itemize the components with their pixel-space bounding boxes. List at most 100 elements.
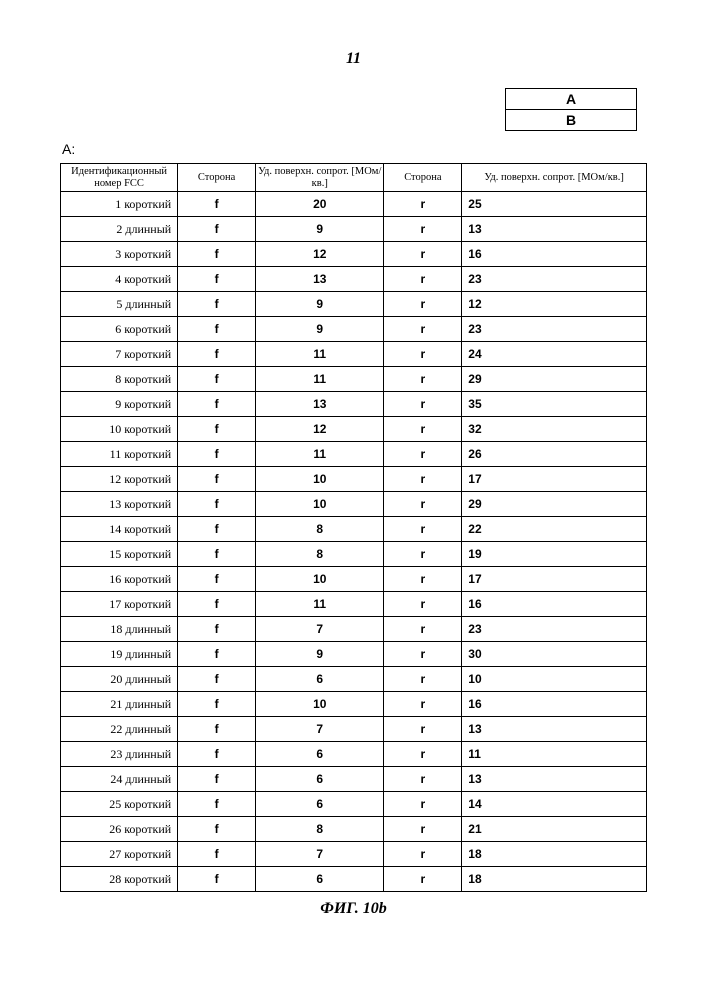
header-id: Идентификационный номер FCC: [61, 164, 178, 192]
cell-side-2: r: [384, 417, 462, 442]
cell-side-1: f: [178, 667, 256, 692]
cell-value-2: 32: [462, 417, 647, 442]
table-row: 25 короткийf6r14: [61, 792, 647, 817]
cell-side-1: f: [178, 242, 256, 267]
cell-id: 4 короткий: [61, 267, 178, 292]
cell-value-1: 9: [256, 292, 384, 317]
table-row: 10 короткийf12r32: [61, 417, 647, 442]
cell-value-2: 24: [462, 342, 647, 367]
cell-id: 2 длинный: [61, 217, 178, 242]
cell-value-1: 7: [256, 842, 384, 867]
cell-value-1: 6: [256, 867, 384, 892]
cell-value-1: 11: [256, 442, 384, 467]
cell-value-2: 11: [462, 742, 647, 767]
cell-id: 20 длинный: [61, 667, 178, 692]
cell-side-2: r: [384, 817, 462, 842]
table-row: 21 длинныйf10r16: [61, 692, 647, 717]
cell-side-2: r: [384, 767, 462, 792]
section-label: A:: [62, 141, 647, 157]
cell-value-2: 14: [462, 792, 647, 817]
cell-side-2: r: [384, 492, 462, 517]
cell-side-2: r: [384, 617, 462, 642]
cell-side-1: f: [178, 192, 256, 217]
cell-value-2: 35: [462, 392, 647, 417]
cell-id: 23 длинный: [61, 742, 178, 767]
cell-side-2: r: [384, 667, 462, 692]
cell-value-1: 8: [256, 542, 384, 567]
cell-side-1: f: [178, 817, 256, 842]
cell-value-1: 6: [256, 742, 384, 767]
cell-value-2: 18: [462, 842, 647, 867]
cell-side-2: r: [384, 642, 462, 667]
table-row: 19 длинныйf9r30: [61, 642, 647, 667]
table-row: 20 длинныйf6r10: [61, 667, 647, 692]
cell-value-2: 23: [462, 617, 647, 642]
table-row: 22 длинныйf7r13: [61, 717, 647, 742]
cell-id: 19 длинный: [61, 642, 178, 667]
cell-value-1: 20: [256, 192, 384, 217]
cell-id: 11 короткий: [61, 442, 178, 467]
cell-side-1: f: [178, 342, 256, 367]
table-row: 27 короткийf7r18: [61, 842, 647, 867]
cell-side-2: r: [384, 367, 462, 392]
cell-side-2: r: [384, 742, 462, 767]
cell-value-2: 16: [462, 242, 647, 267]
cell-side-2: r: [384, 267, 462, 292]
table-row: 28 короткийf6r18: [61, 867, 647, 892]
cell-side-2: r: [384, 592, 462, 617]
cell-side-1: f: [178, 692, 256, 717]
cell-side-1: f: [178, 292, 256, 317]
cell-value-1: 6: [256, 792, 384, 817]
cell-value-1: 6: [256, 767, 384, 792]
cell-side-1: f: [178, 267, 256, 292]
cell-id: 7 короткий: [61, 342, 178, 367]
table-row: 24 длинныйf6r13: [61, 767, 647, 792]
cell-side-2: r: [384, 867, 462, 892]
cell-value-1: 8: [256, 517, 384, 542]
cell-value-2: 13: [462, 717, 647, 742]
table-row: 2 длинныйf9r13: [61, 217, 647, 242]
cell-value-1: 12: [256, 417, 384, 442]
cell-side-2: r: [384, 192, 462, 217]
cell-value-2: 17: [462, 567, 647, 592]
cell-side-1: f: [178, 442, 256, 467]
cell-id: 26 короткий: [61, 817, 178, 842]
cell-side-1: f: [178, 392, 256, 417]
cell-id: 15 короткий: [61, 542, 178, 567]
cell-id: 25 короткий: [61, 792, 178, 817]
table-row: 17 короткийf11r16: [61, 592, 647, 617]
cell-side-2: r: [384, 217, 462, 242]
cell-side-2: r: [384, 542, 462, 567]
cell-id: 21 длинный: [61, 692, 178, 717]
table-row: 9 короткийf13r35: [61, 392, 647, 417]
cell-value-2: 18: [462, 867, 647, 892]
cell-value-2: 22: [462, 517, 647, 542]
cell-id: 6 короткий: [61, 317, 178, 342]
cell-side-2: r: [384, 517, 462, 542]
cell-side-2: r: [384, 242, 462, 267]
cell-value-1: 13: [256, 267, 384, 292]
cell-side-1: f: [178, 867, 256, 892]
cell-value-2: 26: [462, 442, 647, 467]
cell-value-2: 16: [462, 592, 647, 617]
cell-id: 18 длинный: [61, 617, 178, 642]
cell-value-1: 12: [256, 242, 384, 267]
table-row: 15 короткийf8r19: [61, 542, 647, 567]
cell-id: 10 короткий: [61, 417, 178, 442]
cell-side-1: f: [178, 842, 256, 867]
table-row: 3 короткийf12r16: [61, 242, 647, 267]
cell-side-1: f: [178, 417, 256, 442]
cell-side-2: r: [384, 442, 462, 467]
table-header-row: Идентификационный номер FCC Сторона Уд. …: [61, 164, 647, 192]
cell-value-1: 10: [256, 692, 384, 717]
cell-side-2: r: [384, 292, 462, 317]
cell-id: 8 короткий: [61, 367, 178, 392]
cell-value-1: 10: [256, 492, 384, 517]
cell-id: 1 короткий: [61, 192, 178, 217]
cell-value-1: 8: [256, 817, 384, 842]
cell-side-2: r: [384, 792, 462, 817]
cell-id: 9 короткий: [61, 392, 178, 417]
cell-value-2: 10: [462, 667, 647, 692]
cell-value-1: 10: [256, 567, 384, 592]
cell-value-2: 12: [462, 292, 647, 317]
